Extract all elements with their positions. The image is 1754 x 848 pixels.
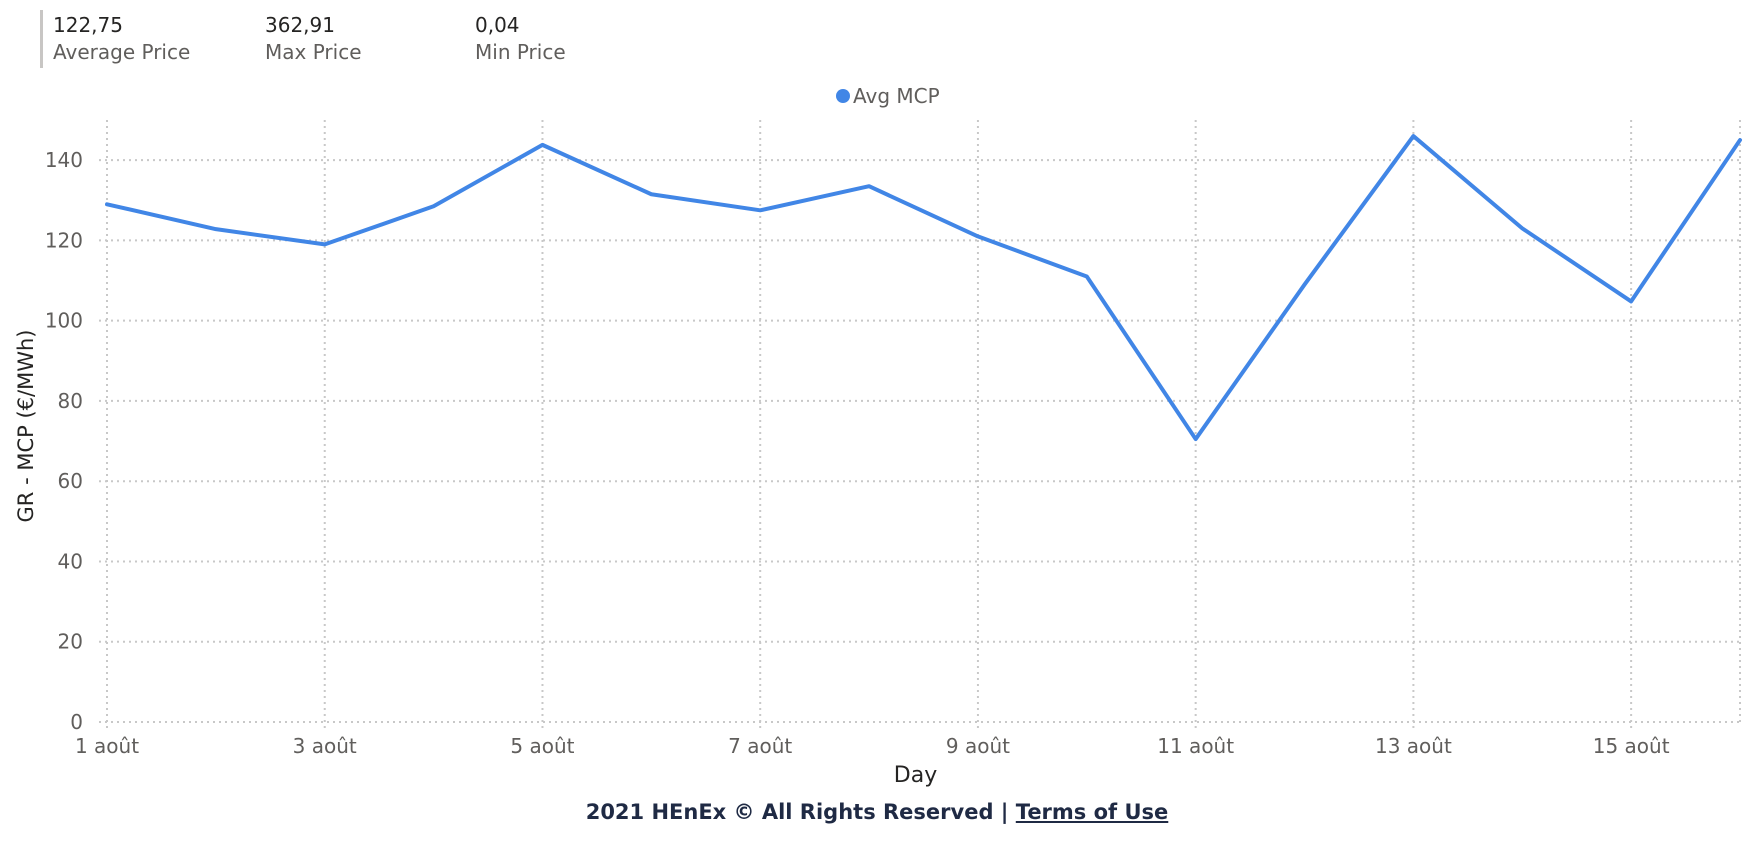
x-tick-label: 5 août: [510, 734, 574, 758]
footer: 2021 HEnEx © All Rights Reserved | Terms…: [0, 800, 1754, 824]
y-tick-label: 40: [58, 549, 83, 573]
y-tick-label: 100: [45, 309, 83, 333]
x-tick-label: 13 août: [1375, 734, 1452, 758]
y-tick-label: 60: [58, 469, 83, 493]
kpi-average-price-label: Average Price: [53, 40, 191, 64]
y-tick-label: 120: [45, 228, 83, 252]
data-point: [431, 203, 437, 209]
data-point: [1628, 298, 1634, 304]
data-point: [539, 142, 545, 148]
y-axis-title: GR - MCP (€/MWh): [14, 330, 38, 523]
x-tick-label: 9 août: [946, 734, 1010, 758]
x-tick-label: 1 août: [75, 734, 139, 758]
data-point: [648, 191, 654, 197]
y-tick-label: 80: [58, 389, 83, 413]
data-point: [866, 183, 872, 189]
legend-label: Avg MCP: [853, 84, 940, 108]
terms-of-use-link[interactable]: Terms of Use: [1015, 800, 1169, 824]
data-point: [757, 207, 763, 213]
y-tick-label: 140: [45, 148, 83, 172]
x-axis-title: Day: [894, 763, 937, 788]
kpi-max-price: 362,91 Max Price: [265, 12, 465, 66]
x-tick-label: 7 août: [728, 734, 792, 758]
data-point: [1193, 436, 1199, 442]
kpi-max-price-value: 362,91: [265, 13, 335, 37]
kpi-average-price: 122,75 Average Price: [53, 12, 253, 66]
data-point: [322, 241, 328, 247]
data-point: [1302, 282, 1308, 288]
data-point: [104, 201, 110, 207]
kpi-strip: 122,75 Average Price 362,91 Max Price 0,…: [40, 10, 566, 68]
y-tick-label: 0: [70, 710, 83, 734]
data-point: [213, 226, 219, 232]
data-point: [1519, 225, 1525, 231]
footer-copyright: 2021 HEnEx © All Rights Reserved |: [585, 800, 1016, 824]
kpi-average-price-value: 122,75: [53, 13, 123, 37]
data-point: [975, 233, 981, 239]
kpi-max-price-label: Max Price: [265, 40, 362, 64]
x-tick-label: 11 août: [1157, 734, 1234, 758]
data-point: [1410, 133, 1416, 139]
kpi-min-price-label: Min Price: [475, 40, 566, 64]
data-point: [1737, 137, 1743, 143]
x-tick-label: 3 août: [293, 734, 357, 758]
data-point: [1084, 274, 1090, 280]
series-line-avg-mcp: [105, 134, 1742, 442]
legend-marker: [836, 89, 850, 103]
x-tick-label: 15 août: [1593, 734, 1670, 758]
y-tick-label: 20: [58, 630, 83, 654]
kpi-min-price-value: 0,04: [475, 13, 520, 37]
kpi-min-price: 0,04 Min Price: [475, 12, 675, 66]
line-chart: 0 20 40 60 80 100 120 140 1 août 3 août 5 août 7 ao…: [14, 84, 1743, 788]
